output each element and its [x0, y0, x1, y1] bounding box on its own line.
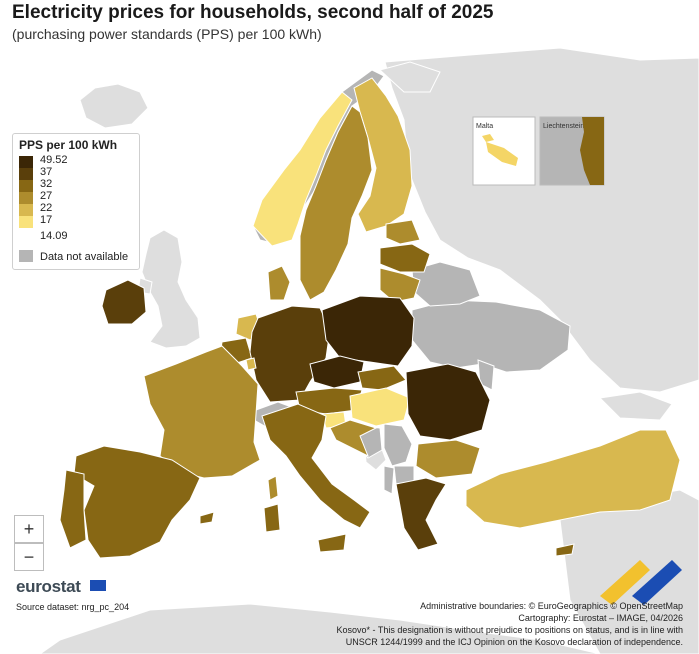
legend: PPS per 100 kWh 49.52 37 32 27 22 17 14.…: [12, 133, 140, 270]
romania-shape: [405, 363, 491, 441]
belarus-shape: [411, 261, 481, 307]
sicily-shape: [317, 533, 347, 553]
legend-break-label: 37: [40, 166, 53, 178]
eurostat-stripes: [600, 560, 682, 605]
legend-break-label: 32: [40, 178, 53, 190]
turkey-shape: [465, 429, 681, 529]
gozo-shape: [482, 134, 494, 142]
legend-swatch-2: [19, 168, 33, 180]
malta-shape: [486, 142, 518, 166]
liechtenstein-inset: Liechtenstein: [539, 116, 605, 186]
cyprus-shape: [555, 543, 575, 557]
legend-break-label: 27: [40, 190, 53, 202]
hungary-shape: [349, 387, 411, 427]
ukraine-shape: [411, 299, 571, 373]
legend-swatch-6: [19, 216, 33, 228]
north-africa-shape: [39, 603, 601, 654]
bulgaria-shape: [415, 439, 481, 479]
legend-min-label: 14.09: [40, 230, 68, 242]
luxembourg-shape: [245, 357, 257, 371]
estonia-shape: [385, 219, 421, 245]
sardinia-shape: [263, 503, 281, 533]
serbia-shape: [383, 423, 413, 467]
legend-break-label: 17: [40, 214, 53, 226]
spain-shape: [73, 445, 201, 559]
kosovo-note: Kosovo* - This designation is without pr…: [336, 625, 683, 635]
corsica-shape: [267, 475, 279, 501]
moldova-shape: [477, 359, 495, 391]
poland-shape: [321, 295, 415, 367]
liechtenstein-shape: [580, 117, 604, 185]
france-shape: [143, 345, 261, 479]
legend-na-swatch: [19, 250, 33, 262]
italy-shape: [261, 403, 371, 529]
slovakia-shape: [357, 365, 407, 391]
germany-shape: [249, 305, 331, 403]
eu-flag-icon: [90, 580, 106, 591]
portugal-shape: [59, 469, 87, 549]
legend-break-label: 22: [40, 202, 53, 214]
georgia-shape: [598, 391, 673, 421]
legend-title: PPS per 100 kWh: [19, 138, 118, 152]
legend-swatch-4: [19, 192, 33, 204]
lithuania-shape: [379, 267, 421, 303]
cartography-note: Cartography: Eurostat – IMAGE, 04/2026: [518, 613, 683, 623]
liechtenstein-label: Liechtenstein: [543, 123, 584, 130]
denmark-shape: [267, 265, 291, 301]
greece-shape: [395, 477, 447, 551]
latvia-shape: [379, 243, 431, 273]
balearics-shape: [199, 511, 215, 525]
kola-shape: [378, 61, 441, 93]
map-subtitle: (purchasing power standards (PPS) per 10…: [12, 26, 322, 42]
iceland-shape: [79, 83, 149, 129]
boundaries-note: Administrative boundaries: © EuroGeograp…: [420, 601, 683, 611]
source-dataset: Source dataset: nrg_pc_204: [16, 602, 130, 612]
sweden-shape: [299, 105, 373, 301]
albania-shape: [383, 465, 395, 495]
legend-swatch-1: [19, 156, 33, 168]
croatia-shape: [329, 419, 378, 458]
zoom-out-button[interactable]: −: [14, 543, 44, 571]
ireland-shape: [101, 279, 147, 325]
eurostat-logo: eurostat: [16, 577, 81, 596]
zoom-in-button[interactable]: +: [14, 515, 44, 543]
legend-swatch-3: [19, 180, 33, 192]
legend-max-label: 49.52: [40, 154, 68, 166]
map-title: Electricity prices for households, secon…: [12, 2, 494, 23]
legend-na-label: Data not available: [40, 251, 129, 263]
malta-label: Malta: [476, 123, 493, 130]
kosovo-note-cont: UNSCR 1244/1999 and the ICJ Opinion on t…: [345, 637, 683, 647]
norway-coast-shape: [252, 91, 353, 247]
legend-swatch-5: [19, 204, 33, 216]
malta-inset: Malta: [472, 116, 536, 186]
